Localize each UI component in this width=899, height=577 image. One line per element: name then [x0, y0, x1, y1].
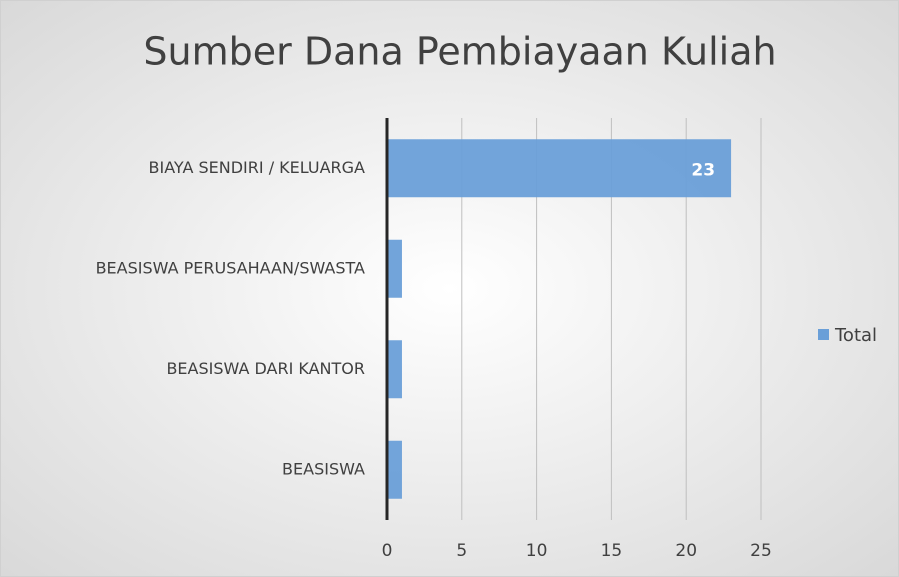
- x-tick-label: 20: [675, 541, 697, 561]
- x-tick-label: 10: [526, 541, 548, 561]
- bar: [387, 239, 402, 298]
- legend-label: Total: [834, 325, 877, 346]
- x-tick-label: 25: [750, 541, 772, 561]
- y-tick-label: BEASISWA: [282, 459, 365, 478]
- bar: [387, 340, 402, 399]
- x-tick-label: 5: [456, 541, 467, 561]
- y-tick-label: BEASISWA DARI KANTOR: [166, 359, 365, 378]
- data-label: 23: [691, 160, 715, 180]
- chart-title: Sumber Dana Pembiayaan Kuliah: [143, 30, 776, 74]
- bar: [387, 139, 732, 198]
- bar: [387, 440, 402, 499]
- y-tick-label: BIAYA SENDIRI / KELUARGA: [149, 158, 366, 177]
- legend-swatch: [818, 329, 829, 340]
- x-tick-label: 15: [601, 541, 623, 561]
- x-tick-label: 0: [382, 541, 393, 561]
- y-tick-label: BEASISWA PERUSAHAAN/SWASTA: [96, 258, 365, 277]
